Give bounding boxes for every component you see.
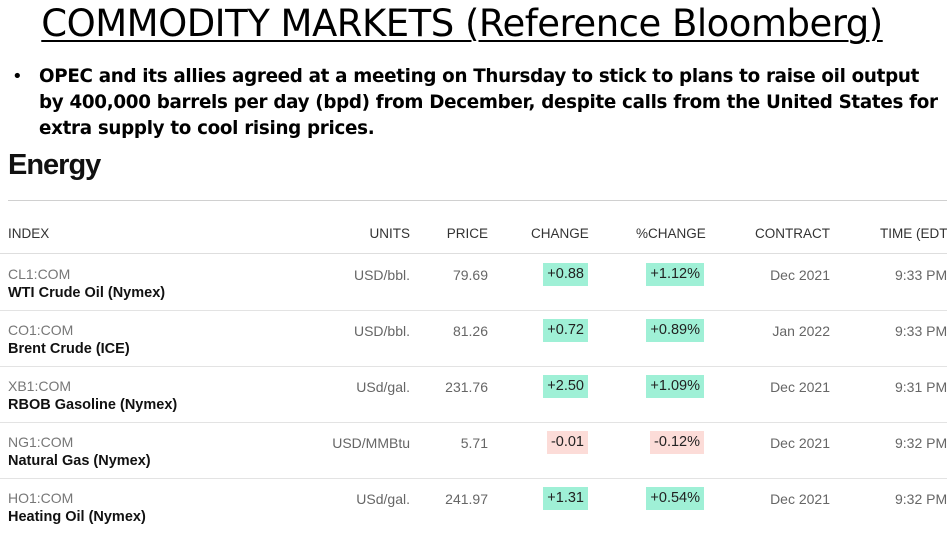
pct-change-badge: +0.54% xyxy=(646,487,704,510)
ticker-link[interactable]: HO1:COM xyxy=(8,490,74,506)
table-top-divider xyxy=(8,200,947,201)
bullet-marker: • xyxy=(12,66,23,87)
time-cell: 9:32 PM xyxy=(895,435,947,451)
header-change: CHANGE xyxy=(531,226,589,241)
price-cell: 241.97 xyxy=(445,491,488,507)
pct-change-badge: +1.12% xyxy=(646,263,704,286)
time-cell: 9:33 PM xyxy=(895,323,947,339)
ticker-link[interactable]: XB1:COM xyxy=(8,378,72,394)
slide-title: COMMODITY MARKETS (Reference Bloomberg) xyxy=(41,2,883,45)
units-cell: USd/gal. xyxy=(356,491,410,507)
ticker-link[interactable]: CL1:COM xyxy=(8,266,71,282)
time-cell: 9:31 PM xyxy=(895,379,947,395)
table-row[interactable]: CL1:COM WTI Crude Oil (Nymex) USD/bbl. 79.6… xyxy=(0,255,947,311)
commodity-name: Brent Crude (ICE) xyxy=(8,341,130,357)
energy-section-title: Energy xyxy=(8,149,101,181)
table-row[interactable]: CO1:COM Brent Crude (ICE) USD/bbl. 81.26 +0.… xyxy=(0,311,947,367)
price-cell: 79.69 xyxy=(452,267,488,283)
header-contract: CONTRACT xyxy=(755,226,830,241)
table-row[interactable]: XB1:COM RBOB Gasoline (Nymex) USd/gal. 231.… xyxy=(0,367,947,423)
header-units: UNITS xyxy=(369,226,411,241)
units-cell: USd/gal. xyxy=(356,379,410,395)
commodity-name: Natural Gas (Nymex) xyxy=(8,453,151,469)
change-badge: -0.01 xyxy=(546,431,588,454)
contract-cell: Jan 2022 xyxy=(772,323,830,339)
price-cell: 231.76 xyxy=(445,379,488,395)
ticker-link[interactable]: NG1:COM xyxy=(8,434,74,450)
price-cell: 81.26 xyxy=(452,323,488,339)
header-pct-change: %CHANGE xyxy=(636,226,706,241)
header-index: INDEX xyxy=(8,226,50,241)
time-cell: 9:32 PM xyxy=(895,491,947,507)
change-badge: +2.50 xyxy=(543,375,588,398)
pct-change-badge: +1.09% xyxy=(646,375,704,398)
change-badge: +1.31 xyxy=(543,487,588,510)
price-cell: 5.71 xyxy=(460,435,488,451)
ticker-link[interactable]: CO1:COM xyxy=(8,322,74,338)
pct-change-badge: +0.89% xyxy=(646,319,704,342)
table-header: INDEX UNITS PRICE CHANGE %CHANGE CONTRAC… xyxy=(0,200,947,254)
commodity-name: WTI Crude Oil (Nymex) xyxy=(8,285,166,301)
units-cell: USD/MMBtu xyxy=(332,435,410,451)
bullet-text: OPEC and its allies agreed at a meeting … xyxy=(39,66,938,139)
commodity-name: Heating Oil (Nymex) xyxy=(8,509,146,525)
contract-cell: Dec 2021 xyxy=(770,435,830,451)
table-row[interactable]: NG1:COM Natural Gas (Nymex) USD/MMBtu 5.71 -… xyxy=(0,423,947,479)
time-cell: 9:33 PM xyxy=(895,267,947,283)
units-cell: USD/bbl. xyxy=(353,267,410,283)
contract-cell: Dec 2021 xyxy=(770,491,830,507)
units-cell: USD/bbl. xyxy=(353,323,410,339)
change-badge: +0.72 xyxy=(543,319,588,342)
header-price: PRICE xyxy=(446,226,488,241)
pct-change-badge: -0.12% xyxy=(650,431,704,454)
contract-cell: Dec 2021 xyxy=(770,267,830,283)
change-badge: +0.88 xyxy=(543,263,588,286)
contract-cell: Dec 2021 xyxy=(770,379,830,395)
commodity-name: RBOB Gasoline (Nymex) xyxy=(8,397,178,413)
header-time: TIME (EDT) xyxy=(880,226,947,241)
bullet-point: • OPEC and its allies agreed at a meetin… xyxy=(12,64,947,142)
table-row[interactable]: HO1:COM Heating Oil (Nymex) USd/gal. 241.97… xyxy=(0,479,947,533)
